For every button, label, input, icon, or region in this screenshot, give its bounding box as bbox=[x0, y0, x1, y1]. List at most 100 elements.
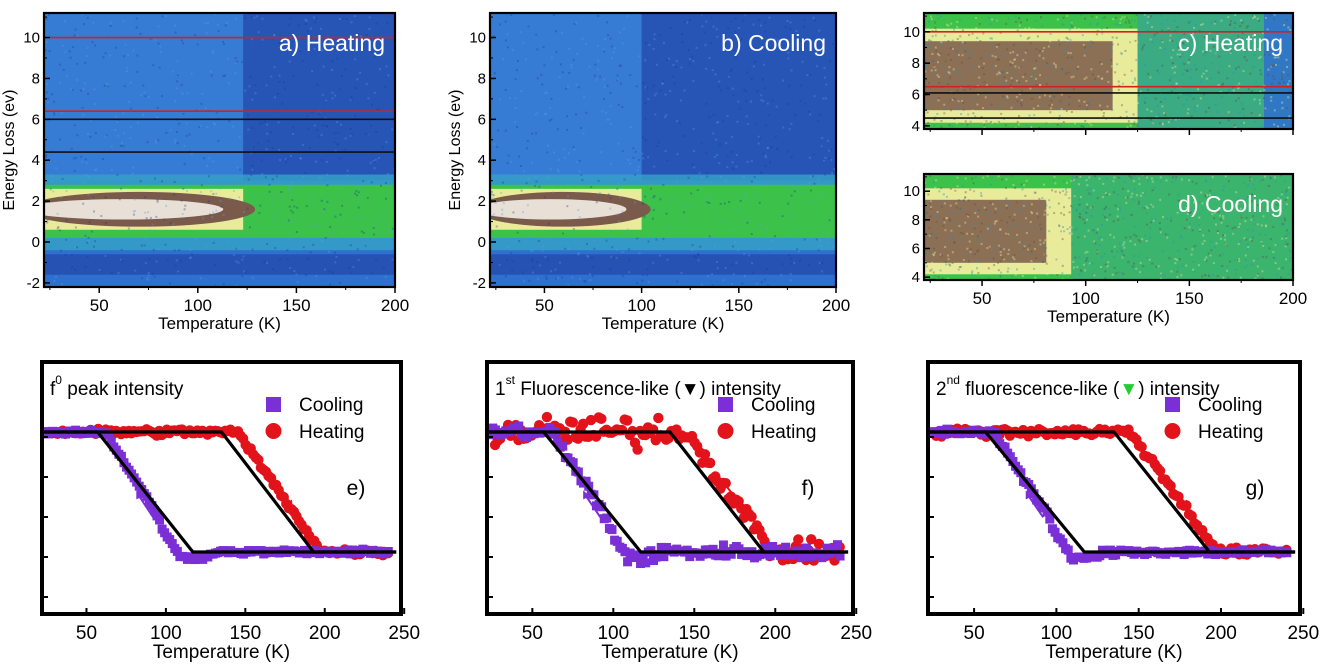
panel-label: a) Heating bbox=[279, 30, 385, 56]
cooling-point bbox=[796, 553, 806, 563]
x-tick-label: 250 bbox=[1287, 623, 1319, 644]
heatmap-image bbox=[44, 13, 395, 287]
cooling-point bbox=[992, 433, 1002, 443]
cooling-point bbox=[682, 545, 692, 555]
cooling-point bbox=[147, 501, 157, 511]
cooling-point bbox=[726, 549, 736, 559]
cooling-point bbox=[1034, 497, 1044, 507]
y-tick-label: -2 bbox=[473, 275, 486, 292]
heatmap-panel-d: d) Cooling 4 6 8 10 50 100 150 200 Temperature (K… bbox=[903, 172, 1307, 326]
cooling-point bbox=[641, 558, 651, 568]
heating-point bbox=[746, 511, 757, 522]
cooling-point bbox=[155, 515, 165, 525]
cooling-point bbox=[514, 421, 524, 431]
heating-point bbox=[806, 534, 817, 545]
y-tick-label: 4 bbox=[32, 152, 40, 169]
legend-heating-label: Heating bbox=[751, 422, 817, 443]
cooling-point bbox=[487, 430, 495, 440]
cooling-point bbox=[1045, 514, 1055, 524]
cooling-point bbox=[705, 549, 715, 559]
cooling-point bbox=[819, 550, 829, 560]
x-tick-label: 150 bbox=[1123, 623, 1155, 644]
heating-point bbox=[1136, 441, 1147, 453]
heating-point bbox=[567, 417, 579, 428]
heatmap-panel-a: a) Heating -2 0 2 4 6 8 10 50 100 150 200 Temperatur… bbox=[1, 11, 409, 333]
heatmap-pale-core bbox=[44, 199, 224, 220]
x-tick-label: 250 bbox=[840, 623, 872, 644]
y-axis-label: Energy Loss (ev) bbox=[447, 90, 464, 211]
heatmap-bottom-band bbox=[490, 254, 836, 275]
title-rest: peak intensity bbox=[62, 379, 184, 400]
x-tick-label: 150 bbox=[1175, 289, 1203, 308]
x-axis-label: Temperature (K) bbox=[601, 642, 738, 663]
x-tick-label: 200 bbox=[759, 623, 791, 644]
heating-point bbox=[720, 477, 731, 489]
heating-point bbox=[704, 457, 716, 469]
heatmap-image bbox=[924, 174, 1293, 280]
y-tick-label: 6 bbox=[32, 111, 40, 128]
x-tick-label: 50 bbox=[90, 296, 109, 315]
cooling-point bbox=[149, 505, 159, 515]
x-axis-label: Temperature (K) bbox=[1047, 307, 1170, 326]
cooling-point bbox=[835, 551, 845, 561]
cooling-point bbox=[765, 551, 775, 561]
cooling-point bbox=[602, 513, 612, 523]
heating-fit-line bbox=[928, 430, 1296, 554]
y-tick-label: 8 bbox=[478, 70, 486, 87]
legend-cooling-label: Cooling bbox=[751, 395, 815, 416]
y-tick-label: 4 bbox=[478, 152, 486, 169]
cooling-point bbox=[607, 525, 617, 535]
y-tick-label: 2 bbox=[32, 193, 40, 210]
cooling-point bbox=[1000, 442, 1010, 452]
cooling-point bbox=[1042, 507, 1052, 517]
x-tick-label: 50 bbox=[964, 623, 985, 644]
title-main: 2 bbox=[936, 379, 947, 400]
cooling-point bbox=[762, 545, 772, 555]
panel-label: d) Cooling bbox=[1178, 191, 1283, 217]
heating-point bbox=[541, 411, 553, 423]
heating-point bbox=[622, 415, 633, 426]
cooling-fit-line bbox=[487, 430, 849, 554]
x-tick-label: 200 bbox=[309, 623, 341, 644]
plot-area bbox=[928, 423, 1296, 565]
cooling-point bbox=[167, 539, 177, 549]
panel-label: e) bbox=[347, 477, 366, 500]
title-sup: nd bbox=[947, 373, 960, 387]
y-tick-label: 8 bbox=[912, 55, 920, 72]
x-tick-label: 100 bbox=[150, 623, 182, 644]
cooling-point bbox=[1105, 545, 1115, 555]
heating-point bbox=[653, 412, 664, 424]
heating-point bbox=[572, 433, 584, 444]
x-tick-label: 100 bbox=[627, 296, 655, 315]
title-marker-icon: ▼ bbox=[1119, 379, 1138, 400]
heatmap-frame bbox=[42, 11, 397, 289]
x-tick-label: 100 bbox=[1072, 289, 1100, 308]
heatmap-image bbox=[490, 13, 836, 287]
y-tick-label: 10 bbox=[903, 24, 920, 41]
cooling-point bbox=[1050, 527, 1060, 537]
legend-heating-marker bbox=[1164, 423, 1181, 439]
y-tick-label: 6 bbox=[478, 111, 486, 128]
cooling-point bbox=[522, 432, 532, 442]
x-tick-label: 150 bbox=[725, 296, 753, 315]
heatmap-frame bbox=[922, 172, 1295, 282]
cooling-point bbox=[116, 451, 126, 461]
x-tick-label: 150 bbox=[282, 296, 310, 315]
y-tick-label: 10 bbox=[23, 30, 40, 47]
x-tick-label: 200 bbox=[822, 296, 850, 315]
legend-heating-marker bbox=[265, 423, 282, 439]
y-tick-label: 0 bbox=[478, 234, 486, 251]
panel-label: c) Heating bbox=[1178, 30, 1283, 56]
heating-point bbox=[632, 444, 643, 455]
cooling-point bbox=[656, 542, 666, 552]
cooling-point bbox=[612, 536, 622, 546]
x-axis-label: Temperature (K) bbox=[1045, 642, 1182, 663]
cooling-point bbox=[1063, 545, 1073, 555]
cooling-arrowhead bbox=[1025, 490, 1033, 500]
x-tick-label: 50 bbox=[973, 289, 992, 308]
cooling-point bbox=[659, 552, 669, 562]
title-sup: st bbox=[506, 373, 516, 387]
cooling-point bbox=[623, 557, 633, 567]
cooling-point bbox=[768, 541, 778, 551]
x-tick-label: 150 bbox=[678, 623, 710, 644]
